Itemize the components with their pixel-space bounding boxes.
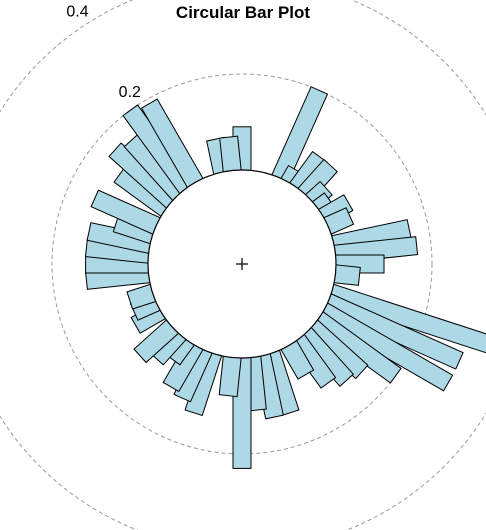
grid-ring [51,73,433,455]
ring-tick-label: 0.2 [119,84,141,101]
chart-title: Circular Bar Plot [176,3,310,22]
bars-group [84,86,486,469]
center-cross [236,258,248,270]
ring-labels: 0.2 0.4 [66,4,141,102]
ring-tick-label: 0.4 [66,4,88,21]
